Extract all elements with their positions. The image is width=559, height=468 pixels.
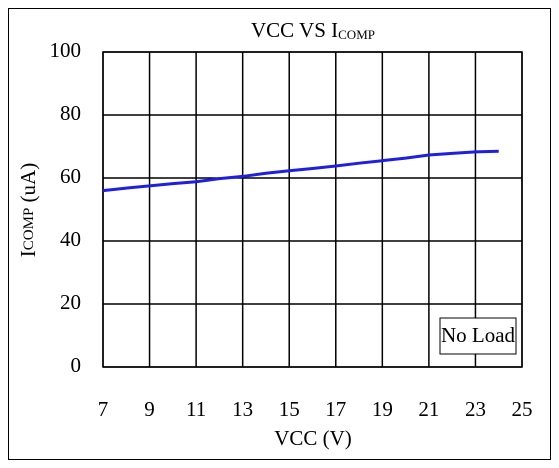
- x-tick-label: 19: [372, 397, 393, 421]
- data-line: [102, 149, 499, 193]
- x-tick-label: 11: [186, 397, 206, 421]
- y-tick-label: 80: [60, 101, 81, 125]
- annotation: No Load: [441, 323, 516, 347]
- x-tick-label: 25: [512, 397, 533, 421]
- x-tick-label: 13: [232, 397, 253, 421]
- y-axis-label: ICOMP (uA): [16, 163, 40, 257]
- x-tick-label: 15: [279, 397, 300, 421]
- x-tick-label: 9: [144, 397, 155, 421]
- y-tick-label: 0: [71, 353, 82, 377]
- x-tick-label: 23: [465, 397, 486, 421]
- y-tick-label: 20: [60, 290, 81, 314]
- x-tick-label: 17: [325, 397, 346, 421]
- y-tick-label: 100: [50, 38, 82, 62]
- annotation-box: [439, 317, 517, 355]
- y-tick-label: 60: [60, 164, 81, 188]
- x-tick-label: 7: [98, 397, 109, 421]
- chart-title: VCC VS ICOMP: [251, 18, 375, 42]
- plot-area: [102, 51, 523, 368]
- x-tick-label: 21: [418, 397, 439, 421]
- x-axis-label: VCC (V): [274, 426, 352, 450]
- y-tick-label: 40: [60, 227, 81, 251]
